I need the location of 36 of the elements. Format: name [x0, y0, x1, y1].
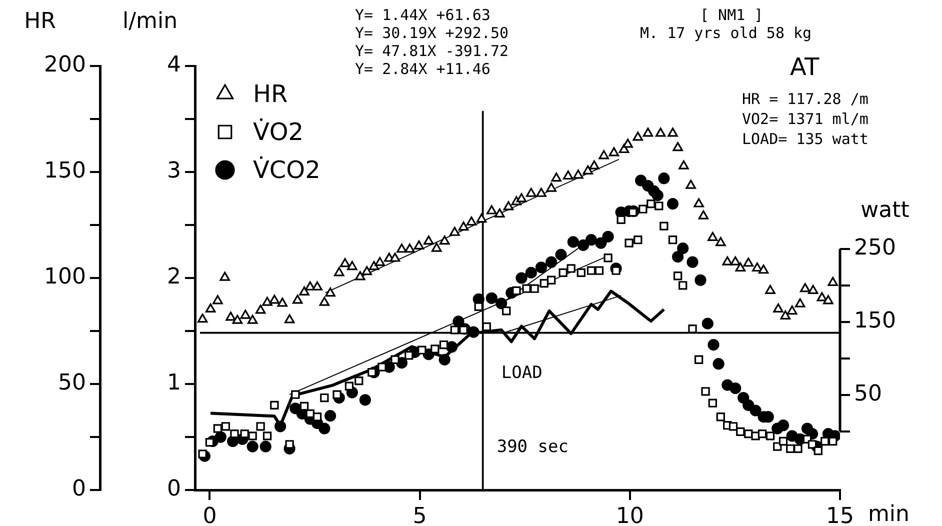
y-tick-label: 50 [58, 370, 86, 396]
y2-axis-title: l/min [122, 9, 178, 34]
text: Y= 1.44X +61.63 [355, 6, 490, 24]
x-tick-label: 15 [826, 504, 854, 526]
annotation: VO2= 1371 ml/m [742, 110, 868, 128]
x-tick-label: 5 [412, 504, 427, 526]
annotation: Y= 2.84X +11.46 [355, 60, 490, 78]
y2-tick-label: 4 [167, 52, 181, 78]
legend-label: V̇CO2 [253, 156, 320, 184]
y-tick-label: 100 [44, 264, 86, 290]
y3-tick-label: 150 [854, 308, 896, 334]
ref-line-label: LOAD [501, 362, 542, 383]
y3-tick-label: 250 [854, 235, 896, 260]
x-tick-label: 10 [616, 504, 644, 526]
y-tick-label: 200 [44, 52, 86, 78]
y2-tick-label: 2 [167, 264, 181, 290]
annotation: AT [790, 53, 820, 81]
text: [ NM1 ] [700, 6, 764, 24]
y-tick-label: 0 [72, 476, 86, 502]
x-tick-label: 0 [202, 504, 217, 526]
y2-tick-label: 1 [167, 370, 181, 396]
y-tick-label: 150 [44, 158, 86, 184]
y-axis-title: HR [24, 9, 56, 34]
x-axis-title: min [868, 502, 910, 526]
text: M. 17 yrs old 58 kg [640, 24, 812, 42]
annotation: LOAD= 135 watt [742, 130, 868, 148]
y3-axis-title: watt [860, 198, 910, 223]
annotation: HR = 117.28 /m [742, 90, 868, 108]
legend-label: HR [253, 80, 288, 108]
legend-label: V̇O2 [253, 118, 304, 146]
y2-tick-label: 3 [167, 158, 181, 184]
y3-tick-label: 50 [854, 382, 882, 407]
y2-tick-label: 0 [167, 476, 181, 502]
text: Y= 47.81X -391.72 [355, 42, 509, 60]
ref-line-label: 390 sec [496, 437, 568, 457]
text: Y= 30.19X +292.50 [355, 24, 509, 42]
